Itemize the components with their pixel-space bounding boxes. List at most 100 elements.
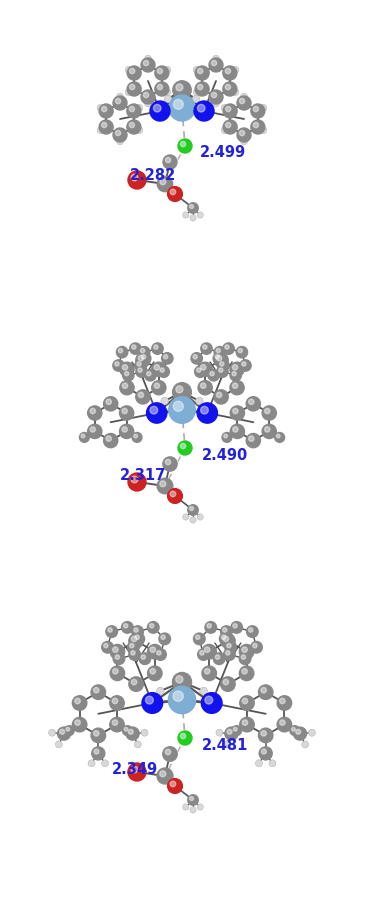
Circle shape [173, 81, 191, 99]
Circle shape [190, 807, 196, 814]
Circle shape [197, 403, 218, 424]
Circle shape [246, 396, 260, 411]
Circle shape [116, 93, 123, 100]
Circle shape [147, 621, 159, 633]
Circle shape [116, 138, 123, 145]
Circle shape [223, 82, 237, 96]
Circle shape [99, 120, 113, 134]
Circle shape [178, 441, 192, 455]
Circle shape [88, 406, 102, 420]
Text: 2.481: 2.481 [202, 738, 248, 753]
Circle shape [168, 489, 182, 503]
Text: 2.317: 2.317 [120, 468, 166, 483]
Circle shape [155, 649, 166, 660]
Circle shape [241, 93, 247, 100]
Circle shape [92, 746, 105, 760]
Circle shape [157, 176, 173, 191]
Circle shape [125, 89, 132, 95]
Circle shape [173, 672, 192, 691]
Circle shape [154, 345, 158, 349]
Circle shape [204, 647, 210, 652]
Circle shape [200, 383, 206, 388]
Circle shape [64, 726, 74, 736]
Circle shape [292, 727, 295, 731]
Circle shape [129, 634, 143, 649]
Circle shape [202, 645, 216, 659]
Circle shape [142, 693, 163, 713]
Circle shape [233, 624, 237, 628]
Circle shape [118, 348, 123, 353]
Circle shape [72, 696, 87, 710]
Circle shape [200, 650, 204, 655]
Circle shape [152, 343, 163, 355]
Circle shape [258, 685, 273, 699]
Circle shape [141, 90, 155, 104]
Circle shape [112, 698, 118, 704]
Circle shape [127, 120, 141, 134]
Circle shape [200, 365, 206, 370]
Circle shape [113, 128, 127, 142]
Circle shape [122, 408, 127, 414]
Circle shape [150, 406, 158, 414]
Circle shape [209, 90, 223, 104]
Circle shape [225, 84, 231, 90]
Circle shape [249, 399, 254, 405]
Circle shape [201, 693, 222, 713]
Circle shape [75, 720, 80, 726]
Circle shape [227, 643, 231, 648]
Circle shape [216, 356, 222, 361]
Circle shape [157, 84, 162, 90]
Circle shape [188, 795, 198, 805]
Text: 2.490: 2.490 [202, 448, 248, 463]
Circle shape [216, 729, 223, 736]
Circle shape [239, 653, 251, 665]
Circle shape [213, 353, 224, 364]
Circle shape [128, 171, 146, 189]
Circle shape [262, 424, 276, 438]
Circle shape [176, 385, 183, 393]
Circle shape [249, 628, 253, 632]
Circle shape [219, 368, 223, 372]
Circle shape [225, 727, 238, 740]
Circle shape [223, 120, 237, 134]
Circle shape [128, 473, 146, 491]
Circle shape [242, 720, 248, 726]
Circle shape [195, 66, 209, 80]
Circle shape [223, 741, 230, 748]
Circle shape [205, 697, 213, 704]
Circle shape [123, 726, 132, 736]
Circle shape [141, 655, 145, 659]
Circle shape [233, 383, 238, 388]
Circle shape [147, 403, 167, 424]
Circle shape [216, 348, 220, 353]
Circle shape [196, 635, 200, 639]
Circle shape [147, 372, 151, 375]
Circle shape [260, 127, 267, 133]
Circle shape [136, 353, 150, 367]
Circle shape [127, 82, 141, 96]
Circle shape [132, 626, 143, 638]
Circle shape [197, 68, 203, 73]
Circle shape [261, 749, 266, 754]
Circle shape [190, 517, 196, 523]
Circle shape [308, 729, 315, 736]
Circle shape [197, 514, 203, 520]
Circle shape [223, 636, 228, 641]
Circle shape [162, 353, 173, 364]
Circle shape [251, 120, 265, 134]
Circle shape [246, 434, 260, 448]
Circle shape [164, 95, 172, 102]
Circle shape [120, 381, 134, 395]
Circle shape [139, 653, 151, 665]
Circle shape [242, 647, 247, 652]
Circle shape [143, 93, 149, 98]
Circle shape [237, 96, 251, 110]
Circle shape [225, 345, 229, 349]
Circle shape [226, 650, 230, 655]
Circle shape [113, 96, 127, 110]
Circle shape [129, 649, 141, 660]
Circle shape [136, 127, 143, 133]
Circle shape [251, 104, 265, 118]
Circle shape [138, 356, 143, 361]
Circle shape [223, 343, 234, 355]
